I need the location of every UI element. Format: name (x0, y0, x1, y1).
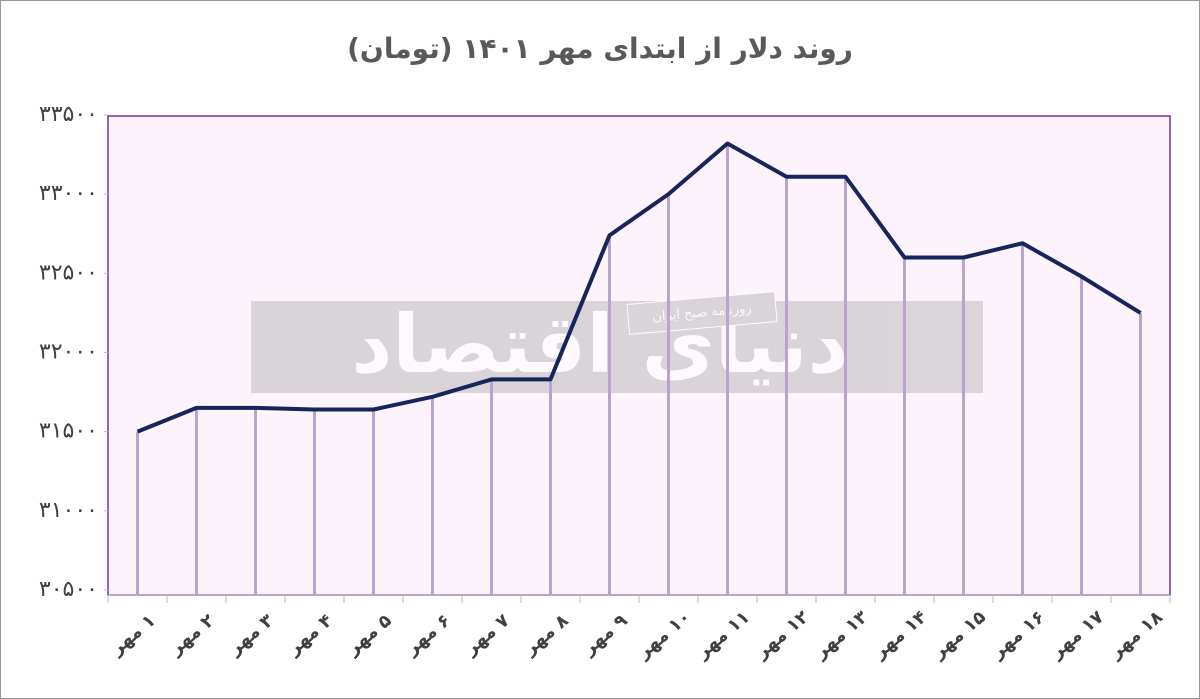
watermark-tag (626, 291, 778, 335)
y-tick-label: ۳۳۵۰۰ (39, 102, 98, 127)
y-tick-label: ۳۳۰۰۰ (39, 181, 98, 206)
y-tick-label: ۳۱۵۰۰ (39, 419, 98, 444)
watermark-band (251, 301, 983, 393)
line-series (136, 141, 1142, 434)
y-tick-label: ۳۱۰۰۰ (39, 498, 98, 523)
y-tick-label: ۳۰۵۰۰ (39, 577, 98, 602)
y-tick-label: ۳۲۰۰۰ (39, 340, 98, 365)
chart-title: روند دلار از ابتدای مهر ۱۴۰۱ (تومان) (347, 32, 853, 65)
watermark: دنیای اقتصاد روزنامه صبح ایران (251, 291, 983, 393)
y-tick-label: ۳۲۵۰۰ (39, 260, 98, 285)
